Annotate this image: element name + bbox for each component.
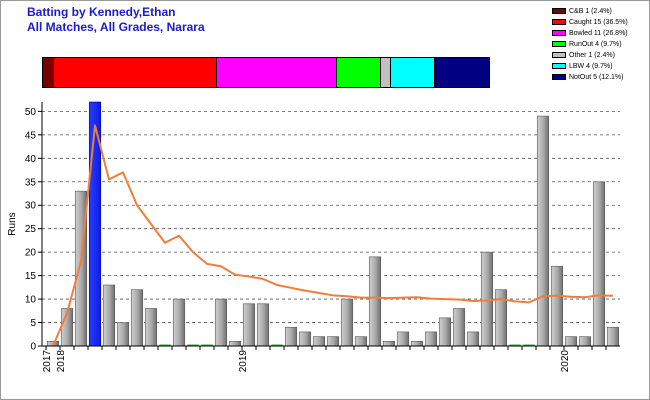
grid-lines xyxy=(42,110,620,323)
bar xyxy=(312,336,326,347)
bar xyxy=(396,331,410,347)
legend-swatch-notout xyxy=(552,74,566,80)
legend-label-lbw: LBW 4 (9.7%) xyxy=(569,63,613,70)
x-tick-label: 2020 xyxy=(560,350,571,373)
bar xyxy=(592,181,606,347)
bar xyxy=(354,336,368,347)
bar xyxy=(242,303,256,347)
y-tick-label: 45 xyxy=(25,130,37,141)
legend-swatch-runout xyxy=(552,41,566,47)
legend-swatch-bowled xyxy=(552,30,566,36)
bar xyxy=(606,326,620,347)
chart-subtitle: All Matches, All Grades, Narara xyxy=(27,20,205,34)
y-axis-label: Runs xyxy=(7,212,18,235)
bar xyxy=(438,317,452,347)
bar xyxy=(340,298,354,347)
bar xyxy=(214,298,228,347)
x-tick-label: 2018 xyxy=(56,350,67,373)
chart-title: Batting by Kennedy,Ethan xyxy=(27,5,176,19)
legend-label-cb: C&B 1 (2.4%) xyxy=(569,8,612,15)
bar xyxy=(410,341,424,347)
bar xyxy=(523,344,535,346)
y-tick-label: 5 xyxy=(30,318,36,329)
average-line xyxy=(52,124,614,347)
bar xyxy=(228,341,242,347)
bar xyxy=(256,303,270,347)
dismissal-segment-bowled xyxy=(217,58,338,87)
bar xyxy=(187,344,199,346)
x-tick-label: 2017 xyxy=(42,350,53,373)
legend-swatch-cb xyxy=(552,8,566,14)
bar xyxy=(159,344,171,346)
dismissal-segment-caught xyxy=(53,58,218,87)
y-tick-label: 50 xyxy=(25,107,37,118)
dismissal-segment-notout xyxy=(434,58,489,87)
average-line-group xyxy=(52,124,614,347)
bar xyxy=(102,284,116,347)
y-tick-label: 35 xyxy=(25,177,37,188)
legend-label-other: Other 1 (2.4%) xyxy=(569,52,615,59)
y-tick-label: 40 xyxy=(25,154,37,165)
bar xyxy=(382,341,396,347)
bars xyxy=(46,101,620,347)
bar xyxy=(564,336,578,347)
y-tick-label: 30 xyxy=(25,201,37,212)
dismissal-segment-other xyxy=(380,58,392,87)
legend-label-caught: Caught 15 (36.5%) xyxy=(569,19,628,26)
y-tick-label: 25 xyxy=(25,224,37,235)
dismissal-segment-lbw xyxy=(391,58,435,87)
bar xyxy=(466,331,480,347)
legend-swatch-lbw xyxy=(552,63,566,69)
legend-swatch-other xyxy=(552,52,566,58)
dismissal-segment-cb xyxy=(43,58,54,87)
legend-label-notout: NotOut 5 (12.1%) xyxy=(569,74,624,81)
legend-label-bowled: Bowled 11 (26.8%) xyxy=(569,30,628,37)
y-tick-label: 15 xyxy=(25,271,37,282)
axes: 0 5 10 15 20 25 30 35 40 45 50 2017 2018 2019 2020 xyxy=(25,102,620,372)
bar xyxy=(271,344,283,346)
bar xyxy=(452,308,466,347)
bar xyxy=(144,308,158,347)
bar xyxy=(284,326,298,347)
dismissal-segment-runout xyxy=(337,58,381,87)
bar xyxy=(536,115,550,347)
bar xyxy=(116,322,130,347)
dismissal-breakdown-bar xyxy=(42,57,490,88)
bar xyxy=(172,298,186,347)
bar xyxy=(424,331,438,347)
bar xyxy=(368,256,382,347)
bar xyxy=(326,336,340,347)
bar xyxy=(550,265,564,347)
y-tick-label: 0 xyxy=(30,342,36,353)
y-tick-label: 10 xyxy=(25,295,37,306)
legend-swatch-caught xyxy=(552,19,566,25)
bar xyxy=(201,344,213,346)
bar xyxy=(578,336,592,347)
legend-label-runout: RunOut 4 (9.7%) xyxy=(569,41,622,48)
bar xyxy=(298,331,312,347)
bar xyxy=(130,289,144,347)
bar xyxy=(509,344,521,346)
y-tick-label: 20 xyxy=(25,248,37,259)
x-tick-label: 2019 xyxy=(238,350,249,373)
